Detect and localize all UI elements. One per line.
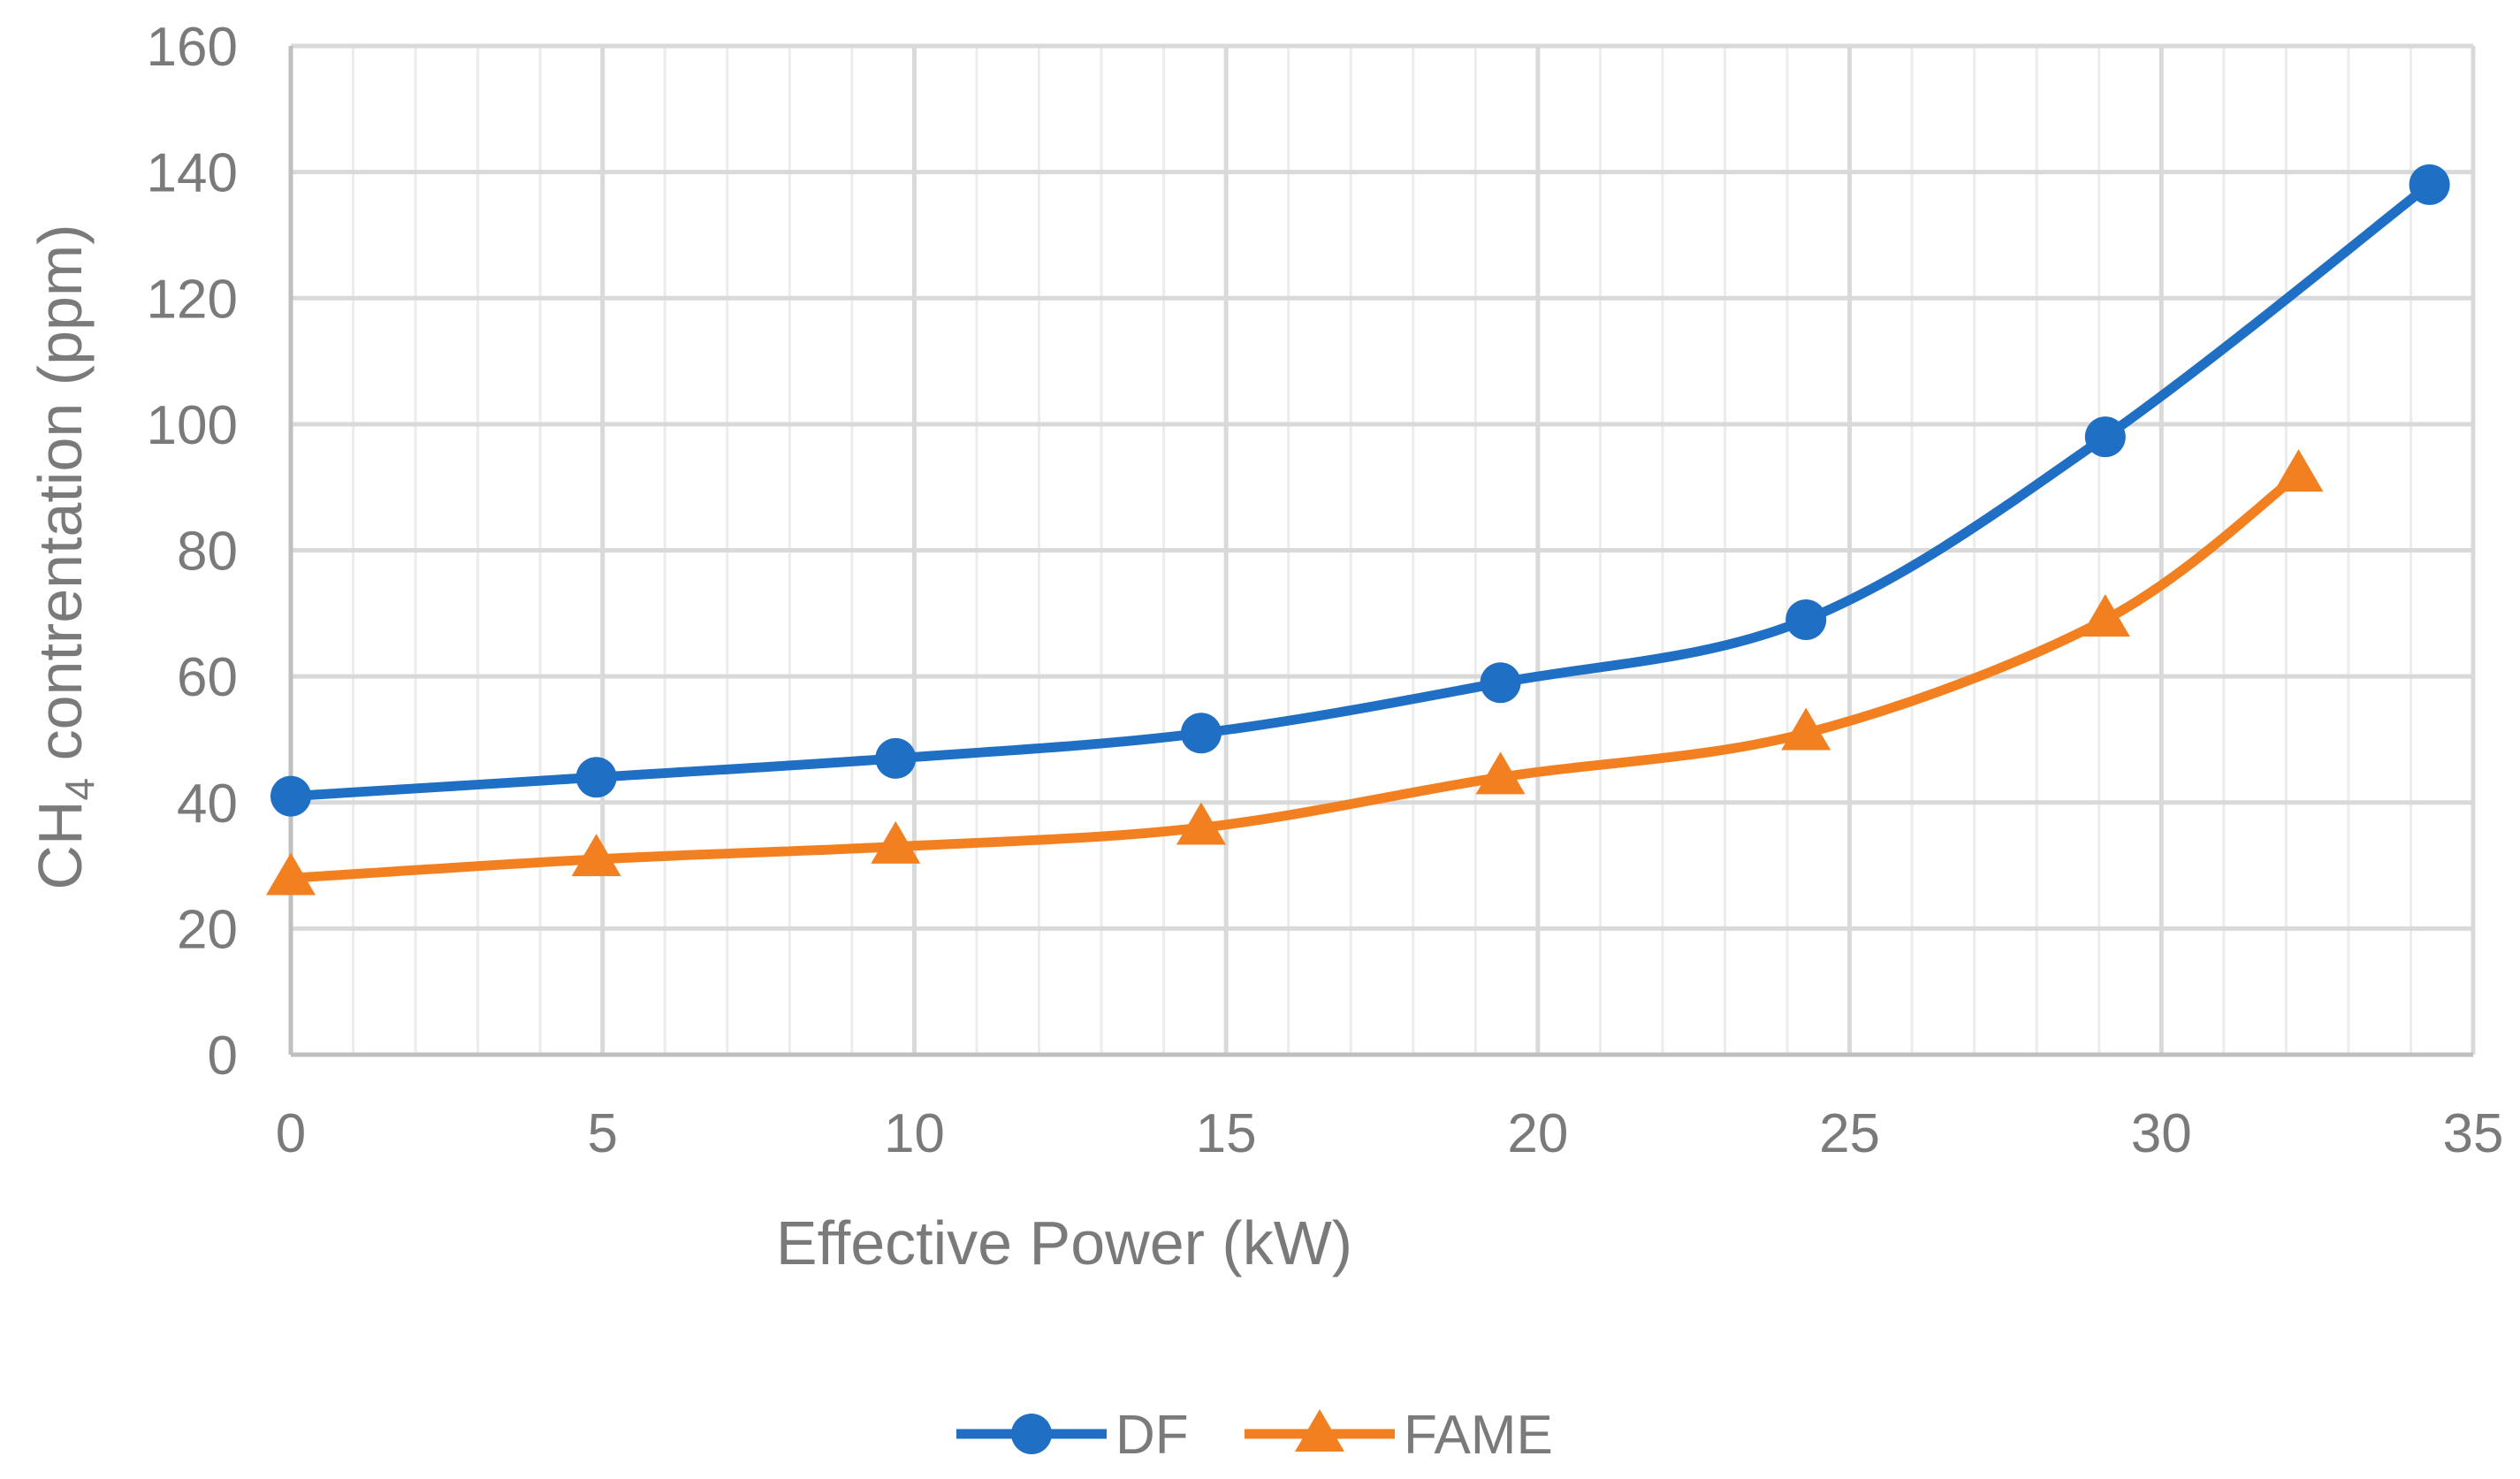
y-axis-title-main: CH [26,800,95,889]
x-tick-label: 25 [1819,1103,1880,1164]
y-tick-label: 100 [147,395,238,456]
data-point-fame [2273,449,2324,492]
data-point-df [2084,416,2126,458]
legend-fame-marker [1295,1409,1344,1452]
y-axis-title-rest: contrentation (ppm) [26,224,95,777]
x-axis-title: Effective Power (kW) [776,1208,1352,1277]
data-point-fame [571,834,621,877]
data-point-fame [266,852,316,896]
y-tick-label: 0 [208,1025,238,1086]
series-line-fame [285,469,2303,883]
data-point-fame [2080,594,2130,637]
y-axis-title-subscript: 4 [57,778,103,801]
series-line-df [285,179,2435,802]
data-point-df [575,757,617,798]
data-point-fame [1176,802,1226,845]
y-axis-title: CH4 contrentation (ppm) [26,224,103,889]
series-markers [266,164,2450,896]
x-tick-label: 20 [1507,1103,1568,1164]
y-tick-label: 40 [177,774,238,835]
data-point-df [2409,164,2450,205]
legend-df-label: DF [1115,1405,1189,1466]
data-point-df [1785,598,1827,640]
y-tick-label: 60 [177,647,238,708]
legend-fame-label: FAME [1404,1405,1553,1466]
x-tick-label: 10 [884,1103,945,1164]
x-tick-label: 0 [276,1103,306,1164]
x-tick-label: 30 [2131,1103,2192,1164]
data-point-fame [871,820,921,864]
data-point-df [875,737,917,779]
data-point-df [270,775,311,817]
y-tick-label: 20 [177,899,238,960]
y-tick-labels: 0 20 40 60 80 100 120 140 160 [147,17,238,1086]
data-point-fame [1475,751,1526,795]
y-tick-label: 80 [177,522,238,583]
legend: DF FAME [956,1405,1553,1466]
y-tick-label: 120 [147,269,238,330]
major-gridlines [288,43,2476,1057]
x-tick-label: 5 [587,1103,617,1164]
x-tick-label: 15 [1196,1103,1257,1164]
x-tick-labels: 0 5 10 15 20 25 30 35 [276,1103,2504,1164]
y-tick-label: 140 [147,143,238,204]
x-tick-label: 35 [2443,1103,2504,1164]
data-point-df [1180,713,1222,754]
legend-df-marker [1011,1414,1052,1454]
data-point-df [1480,662,1521,704]
y-tick-label: 160 [147,17,238,78]
data-point-fame [1781,707,1831,751]
